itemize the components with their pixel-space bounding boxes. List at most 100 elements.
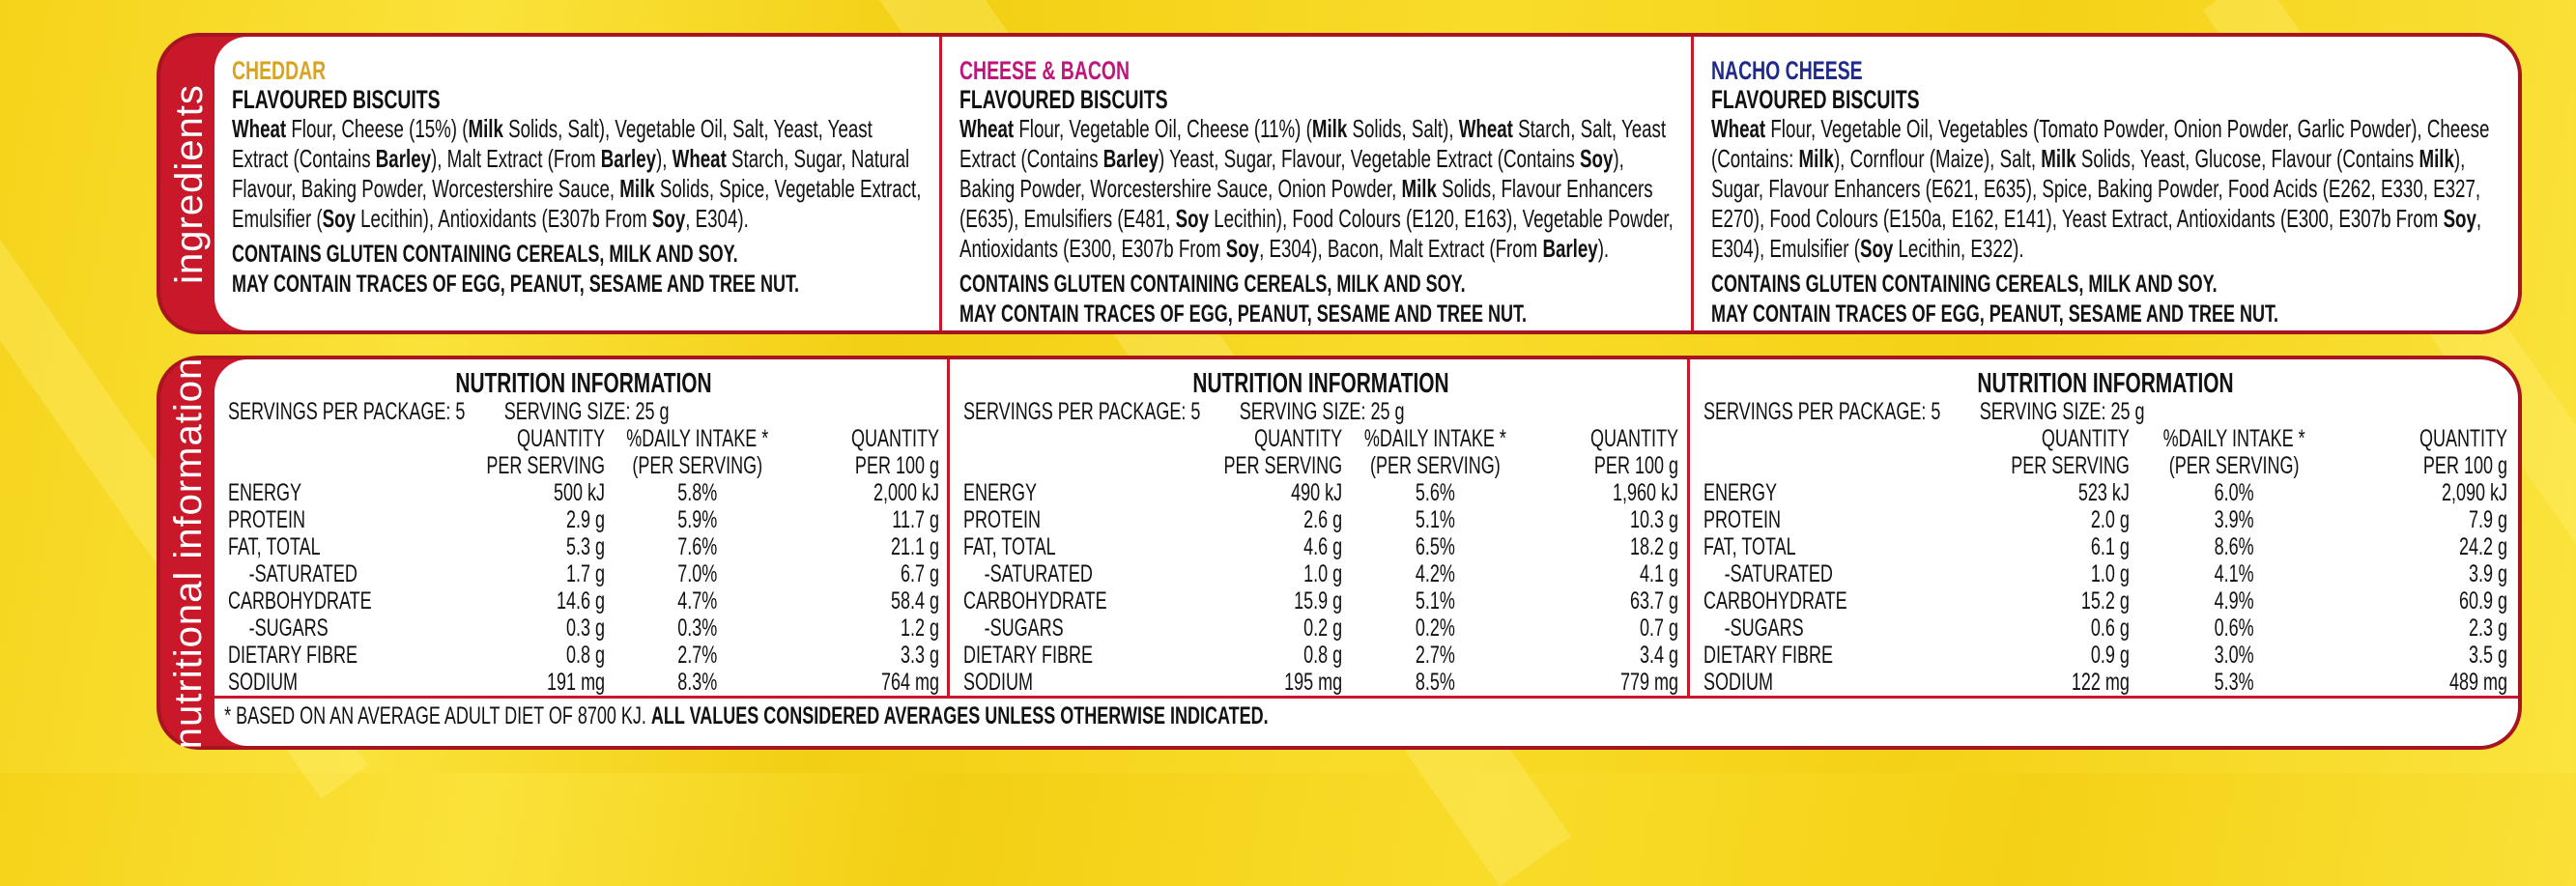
ingredient-segment: , E304), Emulsifier ( bbox=[1710, 204, 2481, 263]
nutrient-label: -SUGARS bbox=[985, 614, 1065, 642]
per-100g-value: 3.9 g bbox=[2468, 560, 2507, 587]
header-daily-intake: %DAILY INTAKE * bbox=[2162, 425, 2305, 452]
header-daily-intake: %DAILY INTAKE * bbox=[626, 425, 769, 452]
table-row: FAT, TOTAL 4.6 g 6.5% 18.2 g bbox=[963, 533, 1678, 560]
per-100g-value: 24.2 g bbox=[2458, 533, 2507, 560]
nutrition-band: nutritional information bbox=[160, 357, 218, 748]
nutrient-label: ENERGY bbox=[228, 479, 302, 506]
nutrition-column: NUTRITION INFORMATION SERVINGS PER PACKAG… bbox=[215, 359, 951, 696]
ingredient-segment: Solids, Salt), Vegetable Oil, Salt, Yeas… bbox=[232, 114, 873, 173]
allergen-statement: CONTAINS GLUTEN CONTAINING CEREALS, MILK… bbox=[232, 241, 738, 268]
ingredient-segment: Milk bbox=[2419, 144, 2454, 173]
nutrition-table: QUANTITY %DAILY INTAKE * QUANTITY PER SERVI… bbox=[963, 425, 1678, 696]
product-subtitle: FLAVOURED BISCUITS bbox=[1710, 85, 1920, 114]
daily-intake-value: 5.9% bbox=[677, 506, 718, 533]
ingredient-segment: Lecithin), Food Colours (E120, E163), Ve… bbox=[959, 204, 1674, 263]
nutrient-label: FAT, TOTAL bbox=[963, 533, 1057, 560]
nutrition-table-block: NUTRITION INFORMATION SERVINGS PER PACKAG… bbox=[228, 359, 939, 696]
daily-intake-value: 5.6% bbox=[1416, 479, 1456, 506]
daily-intake-value: 6.5% bbox=[1416, 533, 1456, 560]
nutrient-label: ENERGY bbox=[1703, 479, 1777, 506]
daily-intake-value: 0.3% bbox=[677, 614, 718, 642]
table-header-row: PER SERVING (PER SERVING) PER 100 g bbox=[1703, 452, 2507, 479]
allergen-statement: CONTAINS GLUTEN CONTAINING CEREALS, MILK… bbox=[959, 271, 1467, 298]
ingredient-segment: Soy bbox=[1859, 234, 1894, 263]
product-name: NACHO CHEESE bbox=[1710, 56, 1863, 85]
table-header-row: PER SERVING (PER SERVING) PER 100 g bbox=[228, 452, 939, 479]
daily-intake-value: 2.7% bbox=[1416, 642, 1456, 669]
nutrition-table-block: NUTRITION INFORMATION SERVINGS PER PACKAG… bbox=[963, 359, 1678, 696]
ingredient-segment: Flour, Vegetable Oil, Cheese (11%) ( bbox=[1014, 114, 1313, 143]
per-100g-value: 779 mg bbox=[1620, 669, 1679, 696]
table-row: FAT, TOTAL 5.3 g 7.6% 21.1 g bbox=[228, 533, 939, 560]
ingredient-segment: Barley bbox=[600, 144, 657, 173]
per-100g-value: 489 mg bbox=[2448, 669, 2507, 696]
nutrient-label: SODIUM bbox=[963, 669, 1034, 696]
per-100g-value: 3.5 g bbox=[2468, 642, 2507, 669]
daily-intake-value: 7.6% bbox=[677, 533, 718, 560]
per-100g-value: 764 mg bbox=[880, 669, 939, 696]
ingredient-segment: Solids, Spice, Vegetable Extract, Emulsi… bbox=[232, 174, 922, 233]
per-serving-value: 6.1 g bbox=[2090, 533, 2130, 560]
nutrient-label: -SUGARS bbox=[248, 614, 329, 642]
product-subtitle: FLAVOURED BISCUITS bbox=[232, 85, 441, 114]
header-per-100g: PER 100 g bbox=[2422, 452, 2507, 479]
nutrient-label: SODIUM bbox=[228, 669, 298, 696]
footnote-plain: * BASED ON AN AVERAGE ADULT DIET OF 8700… bbox=[224, 702, 651, 729]
servings-per-package: SERVINGS PER PACKAGE: 5 bbox=[1703, 398, 1941, 425]
per-serving-value: 500 kJ bbox=[554, 479, 606, 506]
per-100g-value: 21.1 g bbox=[890, 533, 939, 560]
daily-intake-value: 4.7% bbox=[677, 587, 718, 614]
per-100g-value: 2,090 kJ bbox=[2441, 479, 2507, 506]
nutrition-table: QUANTITY %DAILY INTAKE * QUANTITY PER SERVI… bbox=[228, 425, 939, 696]
ingredient-segment: Barley bbox=[1542, 234, 1599, 263]
daily-intake-value: 8.5% bbox=[1416, 669, 1456, 696]
daily-intake-value: 2.7% bbox=[677, 642, 718, 669]
per-100g-value: 60.9 g bbox=[2458, 587, 2507, 614]
nutrient-label: CARBOHYDRATE bbox=[963, 587, 1108, 614]
table-row: SODIUM 122 mg 5.3% 489 mg bbox=[1703, 669, 2507, 696]
per-serving-value: 523 kJ bbox=[2077, 479, 2130, 506]
ingredient-segment: Solids, Salt), bbox=[1347, 114, 1460, 143]
per-serving-value: 2.0 g bbox=[2090, 506, 2130, 533]
nutrition-table-block: NUTRITION INFORMATION SERVINGS PER PACKAG… bbox=[1703, 359, 2507, 696]
nutrition-table: QUANTITY %DAILY INTAKE * QUANTITY PER SERVI… bbox=[1703, 425, 2507, 696]
daily-intake-value: 8.3% bbox=[677, 669, 718, 696]
nutrient-label: -SATURATED bbox=[985, 560, 1094, 587]
header-daily-intake: (PER SERVING) bbox=[1370, 452, 1502, 479]
may-contain-statement: MAY CONTAIN TRACES OF EGG, PEANUT, SESAM… bbox=[232, 271, 800, 298]
ingredient-segment: Flour, Vegetable Oil, Vegetables (Tomato… bbox=[1710, 114, 2490, 173]
nutrient-label: -SATURATED bbox=[248, 560, 358, 587]
ingredient-segment: ), Sugar, Flavour Enhancers (E621, E635)… bbox=[1710, 144, 2480, 233]
table-row: SODIUM 195 mg 8.5% 779 mg bbox=[963, 669, 1678, 696]
daily-intake-value: 5.8% bbox=[677, 479, 718, 506]
nutrient-label: -SATURATED bbox=[1724, 560, 1833, 587]
ingredient-segment: Lecithin), Antioxidants (E307b From bbox=[355, 204, 652, 233]
per-100g-value: 1,960 kJ bbox=[1613, 479, 1679, 506]
ingredient-segment: Milk bbox=[1798, 144, 1834, 173]
ingredient-segment: Soy bbox=[1226, 234, 1260, 263]
header-daily-intake: %DAILY INTAKE * bbox=[1364, 425, 1507, 452]
allergen-statement: CONTAINS GLUTEN CONTAINING CEREALS, MILK… bbox=[1710, 271, 2218, 298]
nutrient-label: PROTEIN bbox=[228, 506, 306, 533]
per-serving-value: 0.8 g bbox=[1303, 642, 1343, 669]
per-serving-value: 0.3 g bbox=[566, 614, 606, 642]
product-name: CHEESE & BACON bbox=[959, 56, 1131, 85]
nutrition-title: NUTRITION INFORMATION bbox=[1977, 368, 2234, 399]
product-subtitle: FLAVOURED BISCUITS bbox=[959, 85, 1169, 114]
nutrient-label: PROTEIN bbox=[963, 506, 1042, 533]
ingredients-list: Wheat Flour, Cheese (15%) (Milk Solids, … bbox=[232, 114, 933, 234]
ingredient-segment: , E304), Bacon, Malt Extract (From bbox=[1259, 234, 1543, 263]
per-serving-value: 14.6 g bbox=[557, 587, 606, 614]
ingredient-segment: ), bbox=[656, 144, 673, 173]
per-100g-value: 18.2 g bbox=[1630, 533, 1679, 560]
table-header-row: PER SERVING (PER SERVING) PER 100 g bbox=[963, 452, 1679, 479]
nutrition-content: NUTRITION INFORMATION SERVINGS PER PACKAG… bbox=[215, 359, 2518, 746]
nutrient-label: SODIUM bbox=[1703, 669, 1773, 696]
ingredients-text-block: CHEESE & BACON FLAVOURED BISCUITS Wheat Fl… bbox=[959, 37, 1684, 329]
ingredient-segment: ), Malt Extract (From bbox=[431, 144, 601, 173]
per-serving-value: 2.9 g bbox=[566, 506, 606, 533]
table-row: FAT, TOTAL 6.1 g 8.6% 24.2 g bbox=[1703, 533, 2507, 560]
nutrient-label: DIETARY FIBRE bbox=[963, 642, 1094, 669]
ingredients-band: ingredients bbox=[160, 37, 218, 330]
